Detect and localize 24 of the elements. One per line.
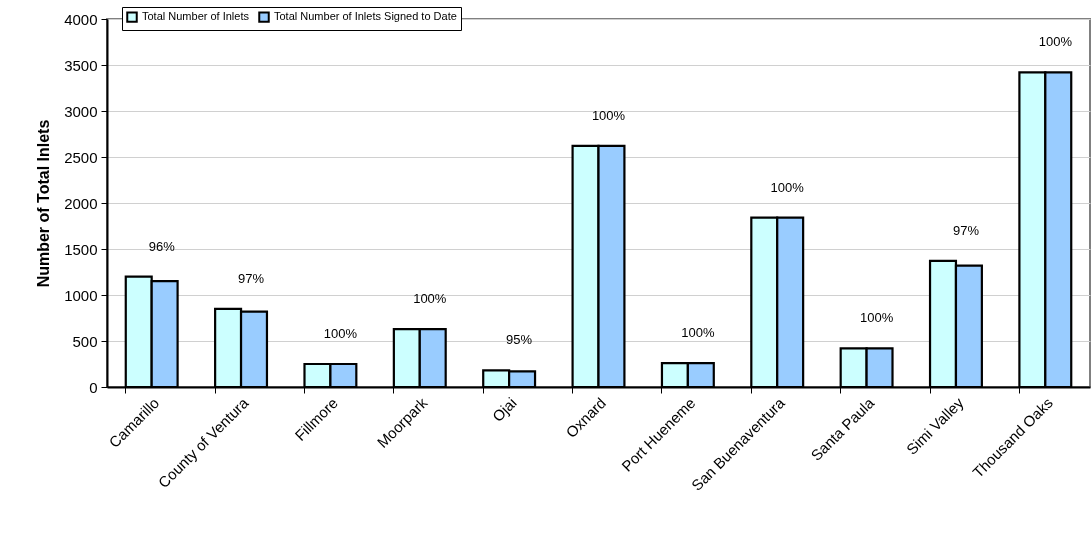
annotation: 97% xyxy=(238,270,265,286)
annotation: 100% xyxy=(681,325,715,341)
y-tick-label: 3500 xyxy=(64,56,98,74)
annotation: 95% xyxy=(506,332,533,348)
y-tick-label: 1500 xyxy=(64,240,98,258)
y-tick-label: 0 xyxy=(89,378,98,396)
annotation: 100% xyxy=(323,326,358,341)
legend-label: Total Number of Inlets xyxy=(142,10,250,23)
y-axis-title: Number of Total Inlets xyxy=(35,119,53,288)
annotation: 100% xyxy=(1038,34,1073,50)
annotation: 100% xyxy=(770,179,805,195)
annotation: 97% xyxy=(952,222,980,238)
x-tick-label: Ojai xyxy=(488,394,520,425)
legend-label: Total Number of Inlets Signed to Date xyxy=(274,10,457,23)
y-tick-label: 3000 xyxy=(64,102,98,120)
annotation: 96% xyxy=(148,238,176,254)
y-tick-label: 500 xyxy=(72,332,98,350)
annotation: 100% xyxy=(413,291,447,307)
annotation: 100% xyxy=(591,107,626,123)
y-tick-label: 2000 xyxy=(64,194,98,212)
y-tick-label: 1000 xyxy=(64,286,98,304)
y-tick-label: 4000 xyxy=(64,10,98,28)
y-tick-label: 2500 xyxy=(64,148,98,166)
annotation: 100% xyxy=(859,310,894,326)
